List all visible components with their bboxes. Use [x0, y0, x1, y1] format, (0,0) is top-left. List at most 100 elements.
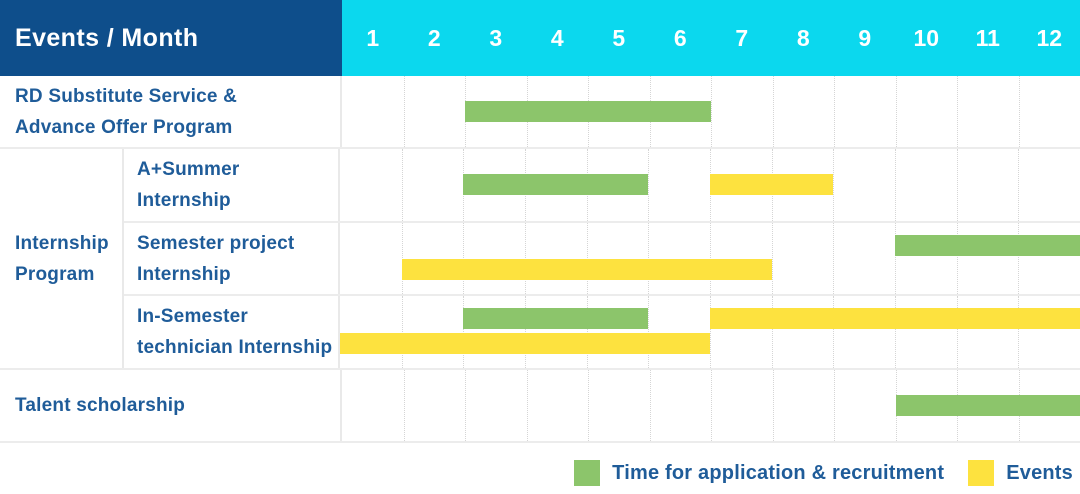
label-line: Internship [137, 189, 231, 211]
month-gridline [463, 222, 465, 295]
month-gridline [465, 370, 466, 441]
row-label: Semester project Internship [124, 222, 340, 295]
month-gridline [772, 370, 774, 441]
month-gridline [648, 149, 650, 221]
month-gridline [956, 149, 958, 221]
group-subrows: A+Summer Internship Semester project Intern… [124, 149, 1080, 369]
gantt-row: A+Summer Internship [124, 149, 1080, 221]
month-gridline [772, 76, 774, 147]
application-recruitment-bar [895, 395, 1080, 416]
gantt-group-row: Internship Program A+Summer Internship Semes… [0, 147, 1080, 369]
gantt-row: In-Semester technician Internship [124, 294, 1080, 369]
month-label-5: 5 [612, 24, 626, 51]
table-header: Events / Month 1 2 3 4 5 6 7 8 9 10 11 12 [0, 0, 1080, 76]
month-gridline [895, 76, 897, 147]
group-label: Internship Program [0, 149, 124, 368]
month-gridline [1018, 296, 1020, 369]
month-label-7: 7 [735, 24, 749, 51]
month-gridline [711, 370, 712, 441]
row-chart-area [340, 296, 1080, 369]
label-line: In-Semester [137, 306, 248, 328]
label-line: Semester project [137, 232, 295, 254]
events-bar [710, 174, 834, 196]
events-bar [340, 333, 710, 355]
gantt-row: Semester project Internship [124, 220, 1080, 295]
legend-swatch-events [968, 460, 995, 486]
month-gridline [586, 296, 588, 369]
legend-label-application-recruitment: Time for application & recruitment [612, 461, 945, 484]
label-line: Program [15, 263, 95, 285]
month-gridline [710, 222, 711, 295]
month-gridline [1018, 222, 1020, 295]
gantt-body: RD Substitute Service & Advance Offer Pro… [0, 76, 1080, 443]
month-label-6: 6 [673, 24, 687, 51]
month-gridline [649, 370, 651, 441]
row-label: Talent scholarship [0, 370, 342, 441]
month-gridline [648, 222, 650, 295]
gantt-row: Talent scholarship [0, 368, 1080, 441]
events-bar [401, 259, 772, 281]
month-gridline [895, 222, 896, 295]
month-label-2: 2 [427, 24, 441, 51]
month-gridline [834, 370, 835, 441]
label-line: Internship [15, 232, 109, 254]
month-label-10: 10 [913, 24, 940, 51]
label-line: A+Summer [137, 158, 240, 180]
month-gridline [401, 296, 403, 369]
month-gridline [403, 76, 405, 147]
label-line: Internship [137, 263, 231, 285]
label-line: Advance Offer Program [15, 116, 233, 138]
month-gridline [526, 370, 528, 441]
legend-swatch-application-recruitment [574, 460, 601, 486]
month-label-8: 8 [796, 24, 810, 51]
month-gridline [525, 222, 526, 295]
month-label-3: 3 [489, 24, 503, 51]
label-line: Talent scholarship [15, 395, 186, 416]
month-gridline [895, 149, 896, 221]
label-line: RD Substitute Service & [15, 85, 238, 107]
legend-label-events: Events [1006, 461, 1073, 484]
application-recruitment-bar [465, 101, 711, 122]
month-gridline [771, 296, 773, 369]
row-label: RD Substitute Service & Advance Offer Pro… [0, 76, 342, 147]
row-chart-area [342, 370, 1080, 441]
month-gridline [463, 296, 465, 369]
month-gridline [833, 149, 835, 221]
month-gridline [711, 76, 712, 147]
row-label: In-Semester technician Internship [124, 296, 340, 369]
row-chart-area [340, 222, 1080, 295]
month-label-1: 1 [366, 24, 380, 51]
month-gridline [401, 222, 403, 295]
month-label-12: 12 [1036, 24, 1063, 51]
month-gridline [648, 296, 650, 369]
row-label: A+Summer Internship [124, 149, 340, 221]
month-label-9: 9 [858, 24, 872, 51]
label-line: technician Internship [137, 337, 333, 359]
month-gridline [957, 76, 958, 147]
month-gridline [586, 222, 588, 295]
month-gridline [956, 222, 958, 295]
month-gridline [895, 296, 896, 369]
month-gridline [403, 370, 405, 441]
row-chart-area [342, 76, 1080, 147]
row-chart-area [340, 149, 1080, 221]
month-gridline [833, 296, 835, 369]
month-gridline [956, 296, 958, 369]
application-recruitment-bar [463, 308, 649, 330]
application-recruitment-bar [463, 174, 649, 196]
month-gridline [1018, 149, 1020, 221]
month-gridline [401, 149, 403, 221]
month-gridline [834, 76, 835, 147]
gantt-row: RD Substitute Service & Advance Offer Pro… [0, 76, 1080, 147]
month-header-row: 1 2 3 4 5 6 7 8 9 10 11 12 [342, 0, 1080, 76]
header-events-month-cell: Events / Month [0, 0, 342, 76]
events-bar [710, 308, 1080, 330]
month-gridline [771, 222, 773, 295]
month-gridline [525, 296, 526, 369]
month-label-4: 4 [550, 24, 564, 51]
month-gridline [710, 296, 711, 369]
application-recruitment-bar [895, 234, 1080, 256]
month-gridline [1018, 76, 1020, 147]
month-label-11: 11 [975, 24, 1000, 51]
